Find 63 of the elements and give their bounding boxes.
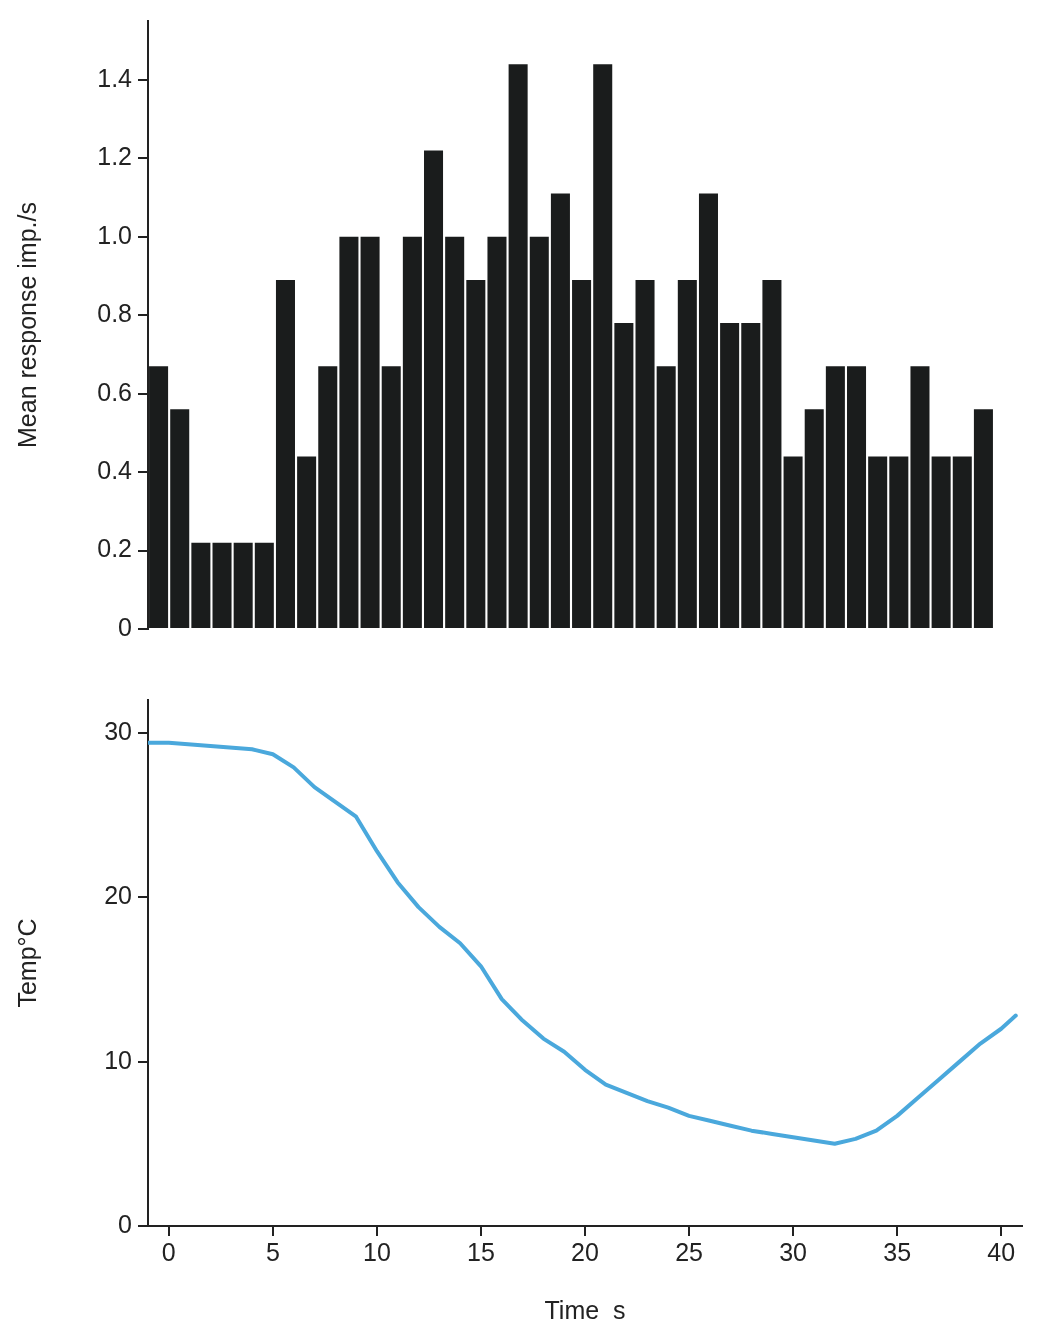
bar: [572, 279, 592, 628]
bar: [698, 193, 718, 628]
x-tick-label: 10: [363, 1237, 391, 1266]
bar: [910, 366, 930, 628]
bar: [212, 542, 232, 628]
y-tick-label: 1.4: [97, 63, 133, 92]
y-tick-label: 1.0: [97, 220, 132, 249]
bar: [339, 236, 359, 628]
x-tick-label: 5: [265, 1237, 280, 1266]
bar: [254, 542, 274, 628]
bar: [847, 366, 867, 628]
bar: [550, 193, 570, 628]
bar: [191, 542, 211, 628]
bar: [508, 64, 528, 628]
bar: [233, 542, 253, 628]
y-axis-title: Mean response imp./s: [12, 202, 41, 448]
bar: [445, 236, 465, 628]
bar: [529, 236, 549, 628]
x-axis-title: Time s: [544, 1295, 626, 1324]
bar: [804, 409, 824, 628]
bar: [297, 456, 317, 628]
y-tick-label: 10: [104, 1045, 132, 1074]
x-tick-label: 40: [987, 1237, 1016, 1266]
y-tick-label: 0.4: [97, 455, 133, 484]
y-axis-title: Temp°C: [12, 918, 41, 1008]
x-tick-label: 35: [883, 1237, 912, 1266]
bar: [762, 279, 782, 628]
y-tick-label: 30: [104, 716, 132, 745]
bar: [318, 366, 338, 628]
bar: [360, 236, 380, 628]
bar: [889, 456, 909, 628]
bar: [424, 150, 444, 628]
x-tick-label: 15: [467, 1237, 495, 1266]
bar: [973, 409, 993, 628]
bar: [825, 366, 845, 628]
y-tick-label: 20: [104, 881, 132, 910]
bar: [677, 279, 697, 628]
bar: [614, 323, 634, 628]
bar: [170, 409, 190, 628]
bar: [656, 366, 676, 628]
bar: [381, 366, 401, 628]
bar: [783, 456, 803, 628]
x-tick-label: 0: [161, 1237, 176, 1266]
bar: [952, 456, 972, 628]
bar: [593, 64, 613, 628]
y-tick-label: 0: [118, 612, 132, 641]
bar: [487, 236, 507, 628]
x-tick-label: 30: [779, 1237, 807, 1266]
y-tick-label: 0: [118, 1209, 132, 1238]
y-tick-label: 1.2: [97, 142, 132, 171]
y-tick-label: 0.8: [97, 299, 132, 328]
x-tick-label: 20: [571, 1237, 599, 1266]
bar: [931, 456, 951, 628]
y-tick-label: 0.6: [97, 377, 132, 406]
bar: [635, 279, 655, 628]
bar: [741, 323, 761, 628]
bar: [466, 279, 486, 628]
y-tick-label: 0.2: [97, 534, 132, 563]
x-tick-label: 25: [675, 1237, 703, 1266]
bar: [275, 279, 295, 628]
bar: [868, 456, 888, 628]
bar: [402, 236, 422, 628]
bar: [720, 323, 740, 628]
